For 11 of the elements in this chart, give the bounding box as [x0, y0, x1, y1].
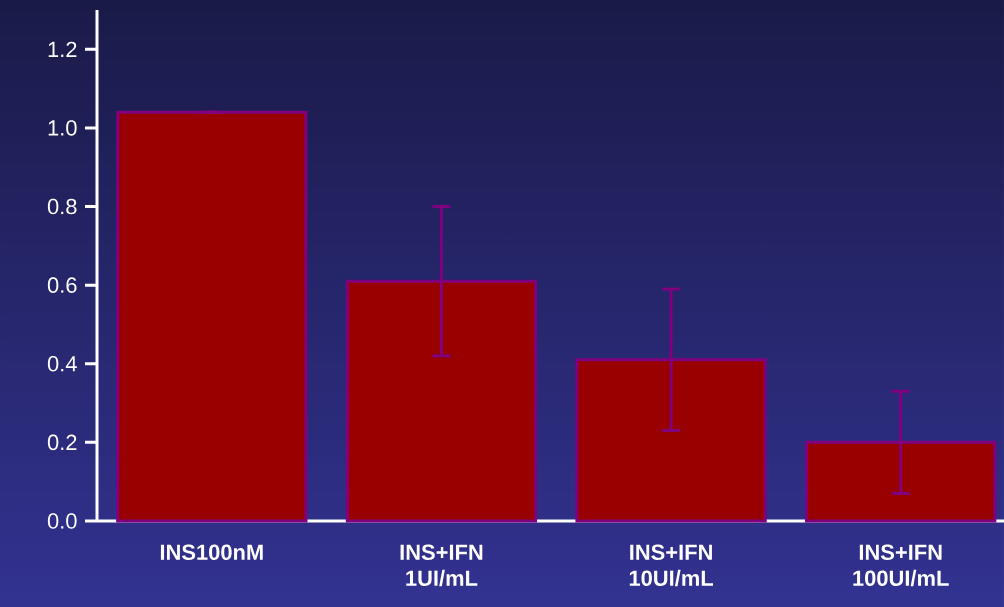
x-tick-label: INS+IFN 100UI/mL	[853, 544, 949, 587]
y-tick-label: 0.4	[47, 355, 77, 372]
y-tick-label: 0.8	[47, 198, 77, 215]
x-tick-label: INS+IFN 10UI/mL	[629, 544, 714, 587]
y-tick-label: 0.6	[47, 277, 77, 293]
x-tick-label: INS100nM	[160, 544, 263, 561]
y-tick-label: 0.0	[47, 513, 77, 529]
x-tick-label: INS+IFN 1UI/mL	[400, 544, 483, 587]
y-tick-label: 1.2	[48, 41, 77, 57]
y-tick-label: 0.2	[47, 434, 77, 451]
y-tick-label: 1.0	[48, 120, 77, 136]
